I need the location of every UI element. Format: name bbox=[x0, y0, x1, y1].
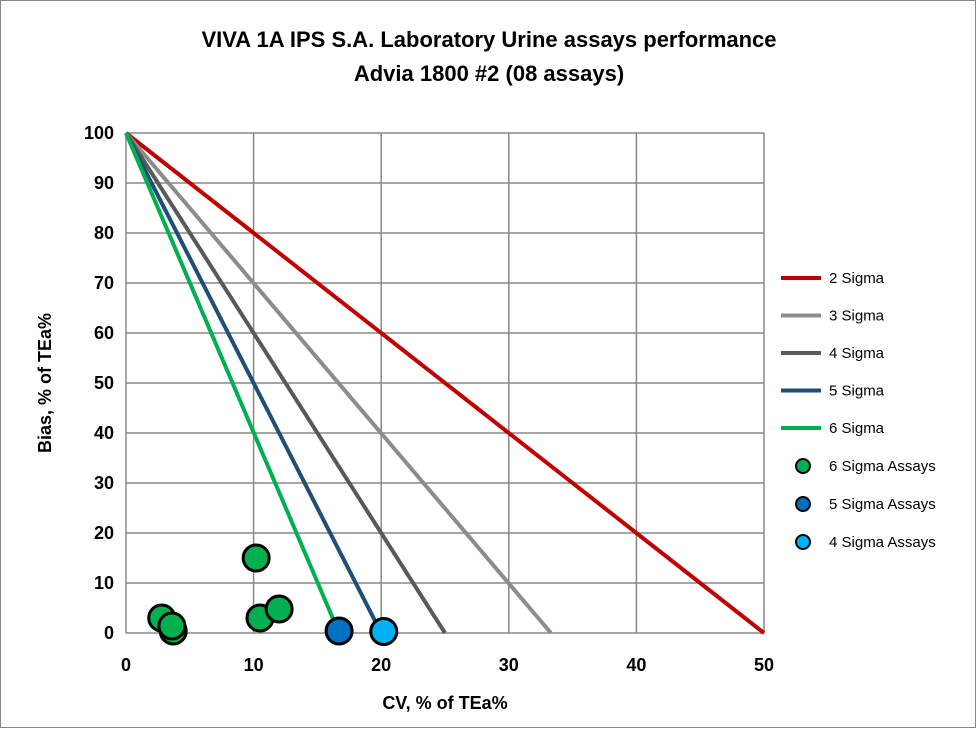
sigma-line-3 bbox=[124, 131, 553, 635]
y-tick-label: 70 bbox=[94, 273, 114, 293]
sigma-line-4 bbox=[124, 131, 447, 635]
data-point-4-sigma bbox=[369, 617, 399, 646]
legend-entry: 4 Sigma bbox=[829, 345, 885, 362]
y-tick-label: 40 bbox=[94, 423, 114, 443]
legend-entry: 5 Sigma bbox=[829, 383, 885, 400]
legend-entry: 5 Sigma Assays bbox=[829, 496, 936, 513]
chart-title: VIVA 1A IPS S.A. Laboratory Urine assays… bbox=[201, 27, 776, 52]
data-point-6-sigma bbox=[264, 594, 294, 624]
legend-marker-swatch bbox=[795, 534, 811, 550]
sigma-line-2 bbox=[124, 131, 766, 635]
x-tick-label: 30 bbox=[499, 655, 519, 675]
legend-entry: 4 Sigma Assays bbox=[829, 534, 936, 551]
y-tick-label: 100 bbox=[84, 123, 114, 143]
y-tick-label: 10 bbox=[94, 573, 114, 593]
legend-entry: 2 Sigma bbox=[829, 270, 885, 287]
x-tick-label: 50 bbox=[754, 655, 774, 675]
sigma-line-6 bbox=[124, 132, 341, 634]
x-tick-label: 10 bbox=[244, 655, 264, 675]
y-tick-label: 50 bbox=[94, 373, 114, 393]
y-tick-label: 30 bbox=[94, 473, 114, 493]
x-axis-label: CV, % of TEa% bbox=[382, 693, 507, 713]
legend-marker-swatch bbox=[795, 496, 811, 512]
legend-marker-swatch bbox=[795, 458, 811, 474]
x-tick-label: 20 bbox=[371, 655, 391, 675]
y-tick-label: 20 bbox=[94, 523, 114, 543]
data-point-6-sigma bbox=[241, 543, 271, 573]
x-tick-label: 0 bbox=[121, 655, 131, 675]
legend-entry: 6 Sigma Assays bbox=[829, 458, 936, 475]
sigma-line-5 bbox=[124, 132, 383, 634]
data-point-5-sigma bbox=[324, 616, 354, 646]
legend-entry: 3 Sigma bbox=[829, 308, 885, 325]
y-axis-label: Bias, % of TEa% bbox=[35, 313, 55, 453]
chart-subtitle: Advia 1800 #2 (08 assays) bbox=[354, 61, 624, 86]
data-point-6-sigma bbox=[157, 611, 187, 641]
legend-entry: 6 Sigma bbox=[829, 420, 885, 437]
y-tick-label: 60 bbox=[94, 323, 114, 343]
x-tick-label: 40 bbox=[626, 655, 646, 675]
y-tick-label: 0 bbox=[104, 623, 114, 643]
y-tick-label: 80 bbox=[94, 223, 114, 243]
y-tick-label: 90 bbox=[94, 173, 114, 193]
